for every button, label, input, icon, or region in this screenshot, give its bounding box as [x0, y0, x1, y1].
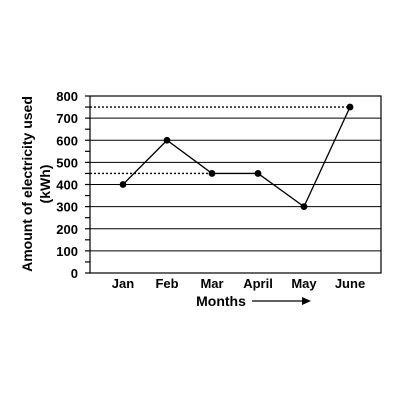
x-tick-label-feb: Feb	[155, 276, 178, 291]
y-tick-label-200: 200	[56, 222, 78, 237]
y-tick-label-700: 700	[56, 111, 78, 126]
y-tick-labels: 0 100 200 300 400 500 600 700 800	[56, 89, 78, 281]
x-tick-label-june: June	[335, 276, 365, 291]
data-point-june	[346, 103, 354, 111]
y-tick-label-800: 800	[56, 89, 78, 104]
gridlines	[90, 117, 381, 252]
y-tick-label-600: 600	[56, 133, 78, 148]
series-electricity	[119, 103, 354, 211]
x-axis-arrow	[252, 297, 311, 305]
y-tick-label-400: 400	[56, 178, 78, 193]
reference-lines	[90, 106, 350, 175]
x-tick-label-jan: Jan	[112, 276, 134, 291]
y-axis-title: Amount of electricity used	[19, 96, 35, 272]
data-point-feb	[163, 136, 171, 144]
data-point-april	[254, 170, 262, 177]
y-tick-label-500: 500	[56, 155, 78, 170]
x-axis-title: Months	[196, 293, 246, 309]
data-point-mar	[208, 170, 216, 177]
y-tick-label-100: 100	[56, 244, 78, 259]
x-tick-labels: Jan Feb Mar April May June	[112, 276, 365, 291]
series-line	[122, 106, 351, 208]
y-tick-label-300: 300	[56, 200, 78, 215]
minor-ticks	[85, 95, 90, 274]
x-tick-label-may: May	[291, 276, 317, 291]
y-axis-unit: (kWh)	[37, 165, 53, 204]
data-point-jan	[119, 181, 127, 188]
x-tick-label-mar: Mar	[200, 276, 223, 291]
x-tick-label-april: April	[243, 276, 273, 291]
data-point-may	[300, 203, 308, 211]
y-tick-label-0: 0	[71, 266, 78, 281]
